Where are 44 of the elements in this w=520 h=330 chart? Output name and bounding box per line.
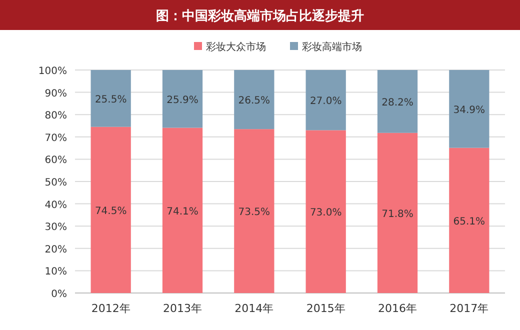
bar (234, 129, 274, 293)
x-tick-label: 2013年 (163, 302, 202, 315)
legend-label: 彩妆高端市场 (302, 41, 362, 53)
chart-title: 图：中国彩妆高端市场占比逐步提升 (156, 8, 364, 24)
bar (449, 148, 490, 293)
x-tick-label: 2012年 (91, 302, 130, 315)
data-label: 26.5% (238, 96, 270, 107)
bar (162, 70, 203, 128)
bar (306, 130, 346, 293)
y-tick-label: 40% (44, 200, 67, 211)
y-tick-label: 60% (44, 155, 67, 166)
x-tick-label: 2015年 (306, 302, 346, 315)
data-label: 25.9% (166, 94, 198, 106)
bar (162, 128, 203, 293)
bar (234, 70, 274, 130)
data-label: 28.2% (382, 97, 414, 108)
bar (377, 70, 418, 133)
bar (90, 126, 131, 293)
y-tick-label: 10% (44, 266, 67, 278)
bar (90, 70, 131, 127)
data-label: 25.5% (94, 94, 127, 106)
y-tick-label: 70% (44, 132, 67, 144)
y-tick-label: 50% (44, 178, 67, 188)
data-label: 73.0% (310, 208, 342, 219)
legend-label: 彩妆大众市场 (206, 41, 266, 53)
data-label: 65.1% (453, 216, 486, 228)
x-tick-label: 2016年 (378, 302, 417, 315)
y-tick-label: 20% (44, 244, 67, 256)
y-tick-label: 90% (44, 88, 67, 100)
y-tick-label: 0% (51, 289, 67, 300)
y-tick-label: 30% (44, 222, 67, 234)
x-tick-label: 2014年 (234, 302, 274, 315)
data-label: 73.5% (238, 207, 270, 218)
y-tick-label: 100% (38, 66, 67, 77)
bar (306, 70, 346, 130)
data-label: 71.8% (382, 208, 414, 220)
data-label: 74.5% (94, 206, 127, 217)
y-tick-label: 80% (44, 110, 67, 122)
data-label: 34.9% (453, 104, 486, 116)
bar (377, 132, 418, 293)
bar (449, 70, 490, 148)
data-label: 27.0% (310, 96, 342, 108)
data-label: 74.1% (166, 206, 198, 218)
x-tick-label: 2017年 (450, 302, 489, 315)
